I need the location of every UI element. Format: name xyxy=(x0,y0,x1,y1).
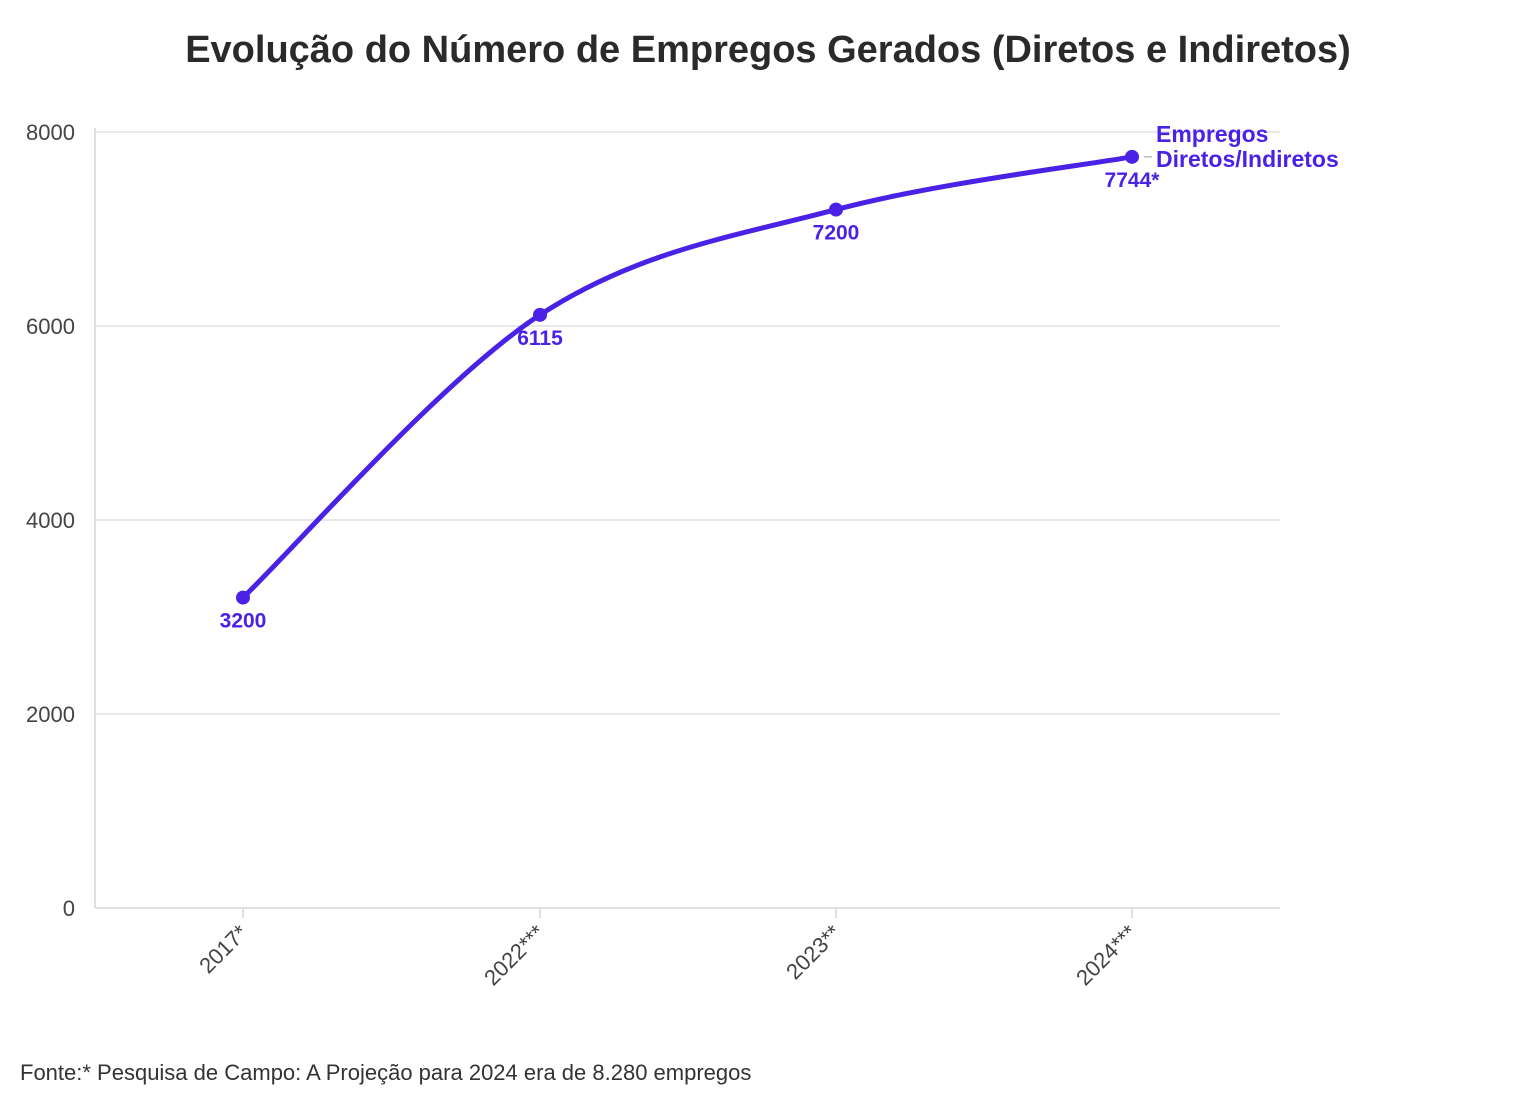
data-label-0: 3200 xyxy=(220,610,267,633)
data-point-0 xyxy=(236,590,250,605)
data-label-2: 7200 xyxy=(813,222,860,245)
x-tick-label-3: 2024*** xyxy=(1071,920,1142,991)
y-tick-label-6000: 6000 xyxy=(26,314,75,339)
series-name-label-0: Empregos xyxy=(1156,121,1268,147)
series-line-0 xyxy=(240,154,1135,601)
gridlines xyxy=(95,131,1280,715)
data-label-3: 7744* xyxy=(1105,169,1161,192)
data-point-2 xyxy=(829,202,843,217)
source-note: Fonte:* Pesquisa de Campo: A Projeção pa… xyxy=(20,1060,752,1085)
data-labels: 3200 6115 7200 7744* EmpregosDiretos/Indiret… xyxy=(220,121,1339,633)
x-tick-label-2: 2023** xyxy=(781,920,846,985)
y-tick-label-4000: 4000 xyxy=(26,508,75,533)
series-name-label-1: Diretos/Indiretos xyxy=(1156,146,1339,172)
chart-title: Evolução do Número de Empregos Gerados (… xyxy=(185,29,1351,71)
data-label-1: 6115 xyxy=(517,327,563,350)
y-tick-label-0: 0 xyxy=(63,896,75,921)
y-tick-label-8000: 8000 xyxy=(26,120,75,145)
series-layer xyxy=(236,149,1139,605)
y-tick-label-2000: 2000 xyxy=(26,702,75,727)
data-point-1 xyxy=(533,307,547,322)
data-point-3 xyxy=(1125,149,1139,164)
x-tick-label-1: 2022*** xyxy=(479,920,550,991)
axes: 0 2000 4000 6000 8000 2017* 2022*** 2023** 2024*… xyxy=(26,120,1280,990)
x-tick-label-0: 2017* xyxy=(194,920,253,979)
